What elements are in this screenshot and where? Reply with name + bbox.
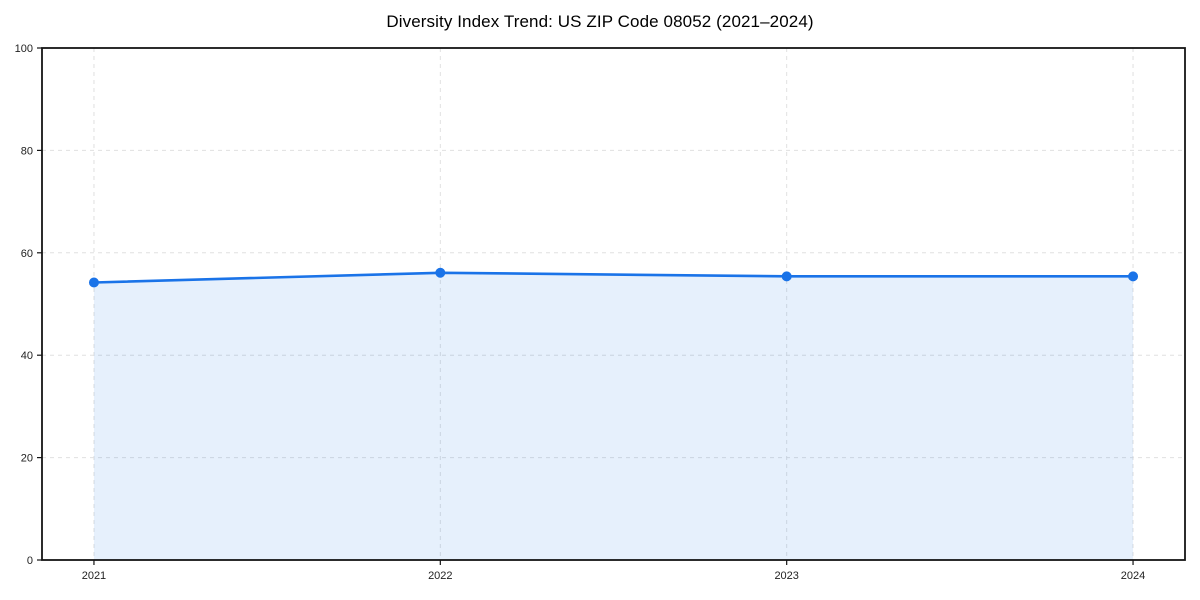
y-tick-label: 100 — [15, 43, 33, 55]
x-tick-label: 2023 — [774, 570, 798, 582]
data-point-2023 — [781, 271, 792, 282]
y-tick-label: 0 — [27, 555, 33, 567]
y-tick-label: 80 — [21, 145, 33, 157]
x-tick-label: 2021 — [82, 570, 106, 582]
plot-border — [41, 47, 1186, 561]
y-tick-label: 20 — [21, 453, 33, 465]
data-point-2021 — [88, 277, 99, 288]
data-point-2022 — [435, 267, 446, 278]
x-tick-label: 2022 — [428, 570, 452, 582]
chart-title: Diversity Index Trend: US ZIP Code 08052… — [386, 12, 814, 31]
trend-line — [92, 271, 1135, 284]
x-tick-label: 2024 — [1121, 570, 1145, 582]
y-tick-label: 40 — [21, 350, 33, 362]
data-point-2024 — [1128, 271, 1139, 282]
area-fill — [93, 272, 1134, 560]
y-tick-label: 60 — [21, 248, 33, 260]
